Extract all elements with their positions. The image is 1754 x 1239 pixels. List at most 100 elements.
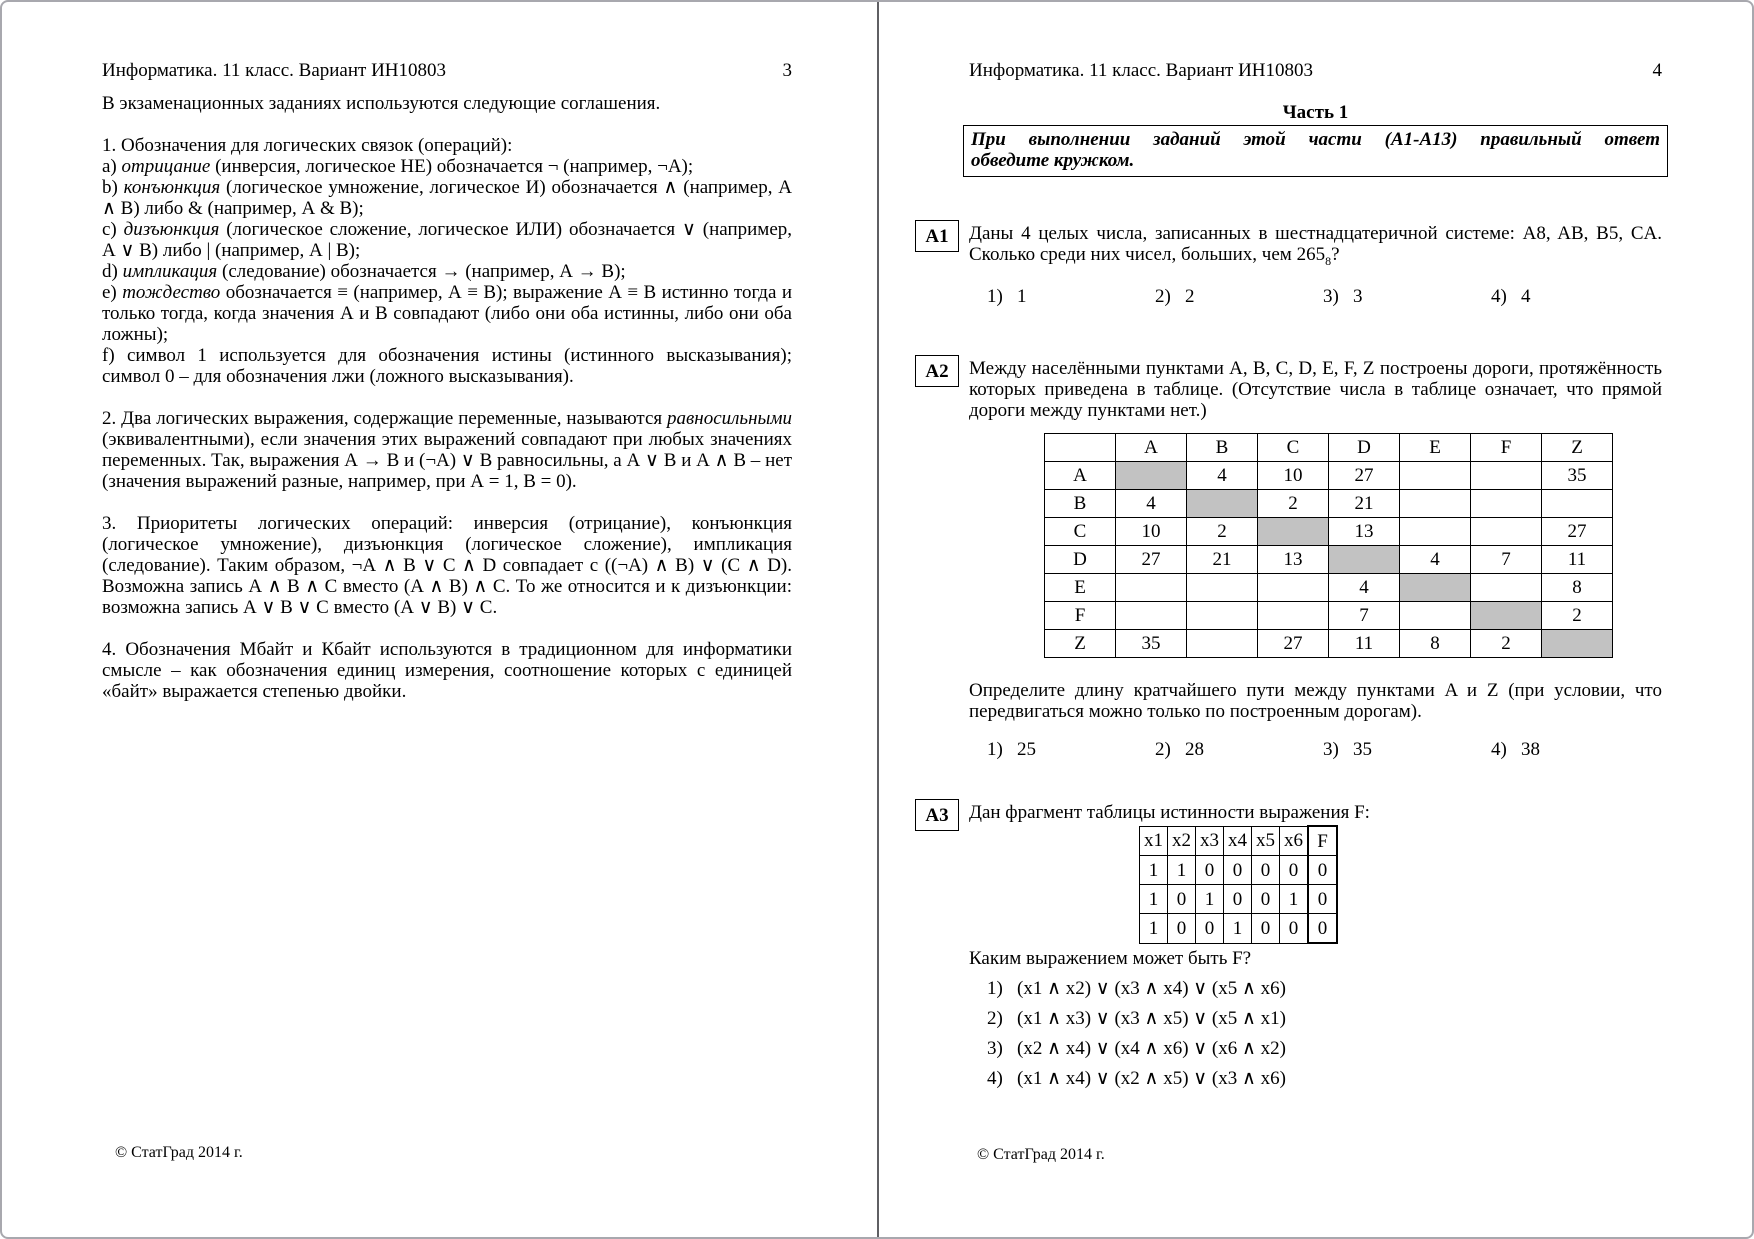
table-cell: 0 [1307, 884, 1338, 914]
part-title: Часть 1 [1282, 102, 1349, 123]
table-cell: 0 [1307, 855, 1338, 885]
table-cell: 8 [1541, 573, 1613, 602]
table-header-cell: x4 [1223, 825, 1252, 856]
table-cell [1470, 517, 1542, 546]
table-cell: 35 [1115, 629, 1187, 658]
table-header-cell: Z [1541, 433, 1613, 462]
option-marker: 4) [1491, 739, 1507, 760]
option-marker: 4) [987, 1068, 1003, 1089]
item-term: импликация [122, 261, 218, 282]
question-a3-intro: Дан фрагмент таблицы истинности выражени… [969, 802, 1370, 823]
table-cell [1257, 573, 1329, 602]
option-value: 35 [1353, 739, 1372, 760]
table-cell: 0 [1167, 913, 1196, 944]
table-cell [1257, 517, 1329, 546]
table-cell [1399, 461, 1471, 490]
table-cell: 4 [1328, 573, 1400, 602]
answer-options-a3: 1) (x1 ∧ x2) ∨ (x3 ∧ x4) ∨ (x5 ∧ x6) 2) (x… [987, 978, 1662, 1089]
table-cell: 13 [1328, 517, 1400, 546]
table-header-cell: x1 [1139, 825, 1168, 856]
table-cell [1470, 489, 1542, 518]
convention-item-a: а) отрицание (инверсия, логическое НЕ) о… [102, 156, 792, 177]
answer-option: 3) 35 [1323, 739, 1491, 760]
option-value: (x1 ∧ x4) ∨ (x2 ∧ x5) ∨ (x3 ∧ x6) [1017, 1068, 1286, 1089]
question-a1-text-part: Даны 4 целых числа, записанных в шестнад… [969, 223, 1662, 265]
item-text: обозначается ≡ (например, А ≡ В); выраже… [102, 282, 792, 345]
question-a1: А1 Даны 4 целых числа, записанных в шест… [915, 220, 1662, 307]
table-header-cell: x5 [1251, 825, 1280, 856]
item-text: (инверсия, логическое НЕ) обозначается ¬… [210, 156, 694, 177]
item-text: (логическое сложение, логическое ИЛИ) об… [102, 219, 792, 261]
option-value: 38 [1521, 739, 1540, 760]
table-cell: 0 [1251, 884, 1280, 914]
item-text: (логическое умножение, логическое И) обо… [102, 177, 793, 219]
option-marker: 2) [1155, 739, 1171, 760]
table-cell [1328, 545, 1400, 574]
convention-item-e: е) тождество обозначается ≡ (например, А… [102, 282, 792, 345]
option-value: 28 [1185, 739, 1204, 760]
table-header-cell [1044, 433, 1116, 462]
table-header-cell: B [1186, 433, 1258, 462]
page-number: 4 [1652, 60, 1663, 81]
table-cell [1399, 489, 1471, 518]
table-cell: 2 [1541, 601, 1613, 630]
option-marker: 4) [1491, 286, 1507, 307]
option-value: 2 [1185, 286, 1195, 307]
option-value: 25 [1017, 739, 1036, 760]
option-marker: 3) [1323, 286, 1339, 307]
page-divider [877, 2, 879, 1237]
table-cell [1470, 601, 1542, 630]
table-cell: 1 [1167, 855, 1196, 885]
question-label-a2: А2 [915, 355, 959, 387]
question-a2-intro: Между населёнными пунктами A, B, C, D, E… [969, 358, 1662, 421]
table-cell: 7 [1470, 545, 1542, 574]
answer-options-a2: 1) 25 2) 28 3) 35 4) 38 [987, 739, 1662, 760]
answer-option: 3) (x2 ∧ x4) ∨ (x4 ∧ x6) ∨ (x6 ∧ x2) [987, 1038, 1662, 1059]
table-row: B 4 2 21 [1044, 489, 1613, 518]
table-cell: 0 [1223, 884, 1252, 914]
item-marker: f) [102, 345, 127, 366]
question-a1-text: Даны 4 целых числа, записанных в шестнад… [969, 223, 1662, 267]
table-header-cell: F [1470, 433, 1542, 462]
table-cell: 10 [1257, 461, 1329, 490]
option-value: (x1 ∧ x3) ∨ (x3 ∧ x5) ∨ (x5 ∧ x1) [1017, 1008, 1286, 1029]
table-cell: 7 [1328, 601, 1400, 630]
option-marker: 2) [987, 1008, 1003, 1029]
table-cell [1186, 489, 1258, 518]
item-marker: c) [102, 219, 124, 240]
table-cell [1186, 601, 1258, 630]
table-row: E 4 8 [1044, 573, 1613, 602]
question-a3: А3 Дан фрагмент таблицы истинности выраж… [915, 799, 1662, 1089]
table-cell: 21 [1186, 545, 1258, 574]
table-header-cell: D [1328, 433, 1400, 462]
table-cell: 11 [1328, 629, 1400, 658]
roads-distance-table: A B C D E F Z A 4 10 27 35 B 4 2 21 C 10 2 13 27 D 27 21 13 4 7 11 E… [1044, 433, 1613, 658]
page-right: Информатика. 11 класс. Вариант ИН10803 4… [915, 60, 1668, 1089]
table-row: A 4 10 27 35 [1044, 461, 1613, 490]
answer-option: 4) 4 [1491, 286, 1659, 307]
instruction-text: При выполнении заданий этой части (А1-А1… [971, 129, 1660, 150]
answer-option: 4) 38 [1491, 739, 1659, 760]
table-cell [1399, 517, 1471, 546]
table-cell: 2 [1470, 629, 1542, 658]
table-cell: C [1044, 517, 1116, 546]
table-cell [1541, 489, 1613, 518]
table-cell: 8 [1399, 629, 1471, 658]
table-row: D 27 21 13 4 7 11 [1044, 545, 1613, 574]
section1-title: 1. Обозначения для логических связок (оп… [102, 135, 513, 156]
answer-option: 2) (x1 ∧ x3) ∨ (x3 ∧ x5) ∨ (x5 ∧ x1) [987, 1008, 1662, 1029]
table-cell: 0 [1195, 855, 1224, 885]
table-cell: E [1044, 573, 1116, 602]
table-cell: 1 [1139, 913, 1168, 944]
answer-option: 1) (x1 ∧ x2) ∨ (x3 ∧ x4) ∨ (x5 ∧ x6) [987, 978, 1662, 999]
table-cell: 2 [1257, 489, 1329, 518]
table-cell: 0 [1251, 855, 1280, 885]
question-a2: А2 Между населёнными пунктами A, B, C, D… [915, 355, 1662, 760]
table-cell [1186, 629, 1258, 658]
convention-item-d: d) импликация (следование) обозначается … [102, 261, 792, 282]
instruction-box: При выполнении заданий этой части (А1-А1… [963, 125, 1668, 177]
table-cell: 0 [1279, 855, 1309, 885]
